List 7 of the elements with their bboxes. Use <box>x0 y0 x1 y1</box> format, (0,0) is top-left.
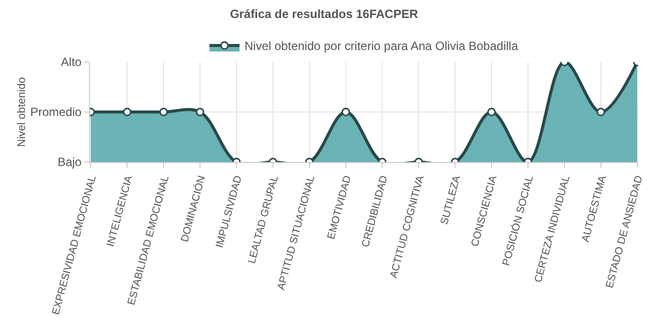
chart-title: Gráfica de resultados 16FACPER <box>230 7 418 22</box>
category-label: Bajo <box>58 155 82 170</box>
legend-label: Nivel obtenido por criterio para Ana Olivia Bobadilla <box>244 39 518 54</box>
category-label: Promedio <box>30 105 82 120</box>
category-label: Alto <box>60 55 82 70</box>
x-tick-label: LEALTAD GRUPAL <box>246 174 281 265</box>
y-axis-title: Nivel obtenido <box>16 77 28 147</box>
